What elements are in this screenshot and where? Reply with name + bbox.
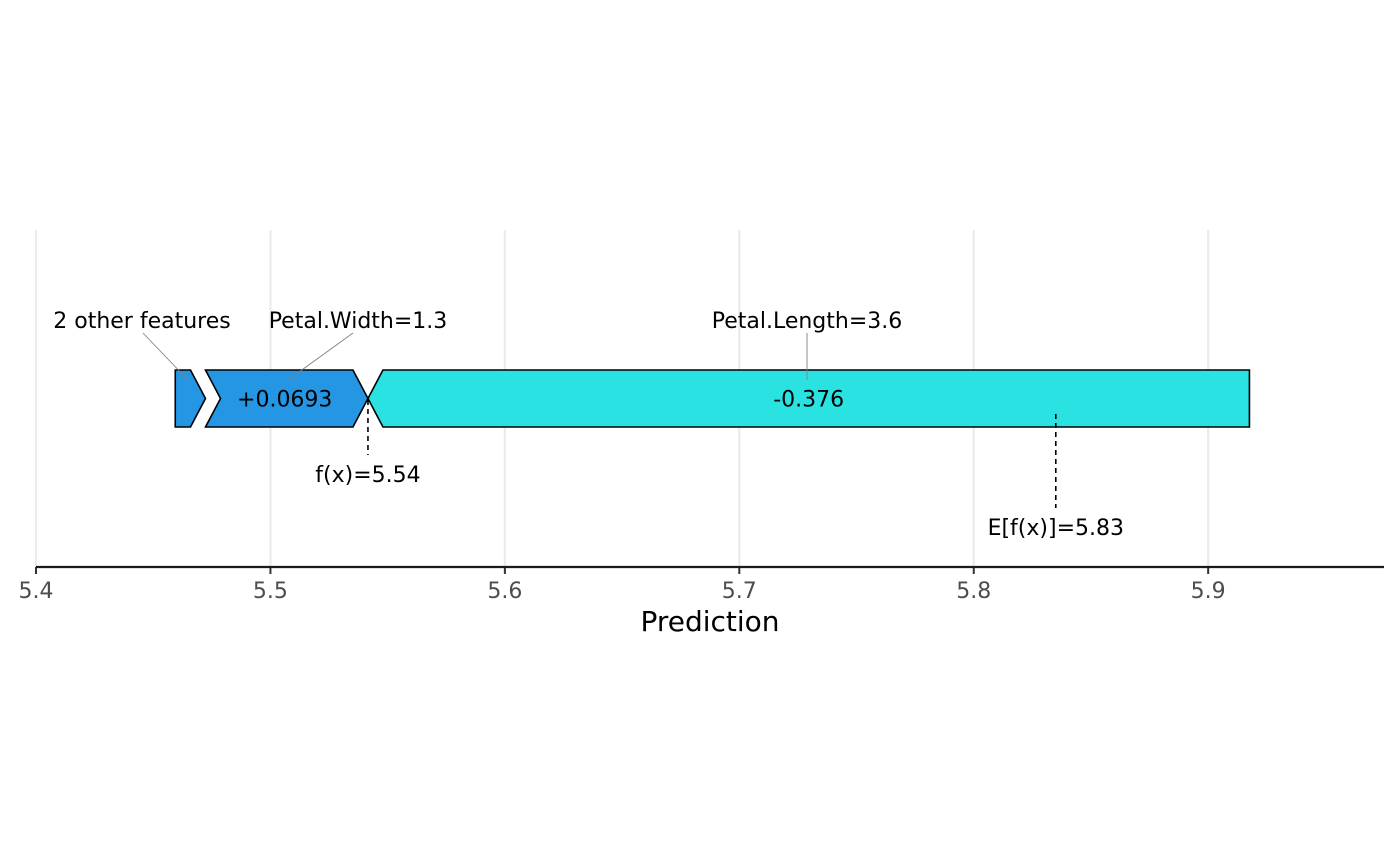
contribution-bar [367, 369, 1251, 428]
contribution-value-label: -0.376 [773, 388, 844, 413]
contribution-bar [174, 369, 207, 428]
prediction-marker-label: f(x)=5.54 [315, 463, 420, 488]
contribution-bar [204, 369, 369, 428]
feature-leader-line [287, 332, 354, 381]
x-axis-title: Prediction [640, 605, 779, 638]
x-tick-label: 5.5 [253, 579, 288, 604]
x-tick-label: 5.6 [487, 579, 522, 604]
x-tick-label: 5.9 [1191, 579, 1226, 604]
feature-label: Petal.Length=3.6 [712, 309, 903, 334]
prediction-marker-label: E[f(x)]=5.83 [988, 516, 1124, 541]
feature-label: Petal.Width=1.3 [269, 309, 448, 334]
x-tick-label: 5.7 [722, 579, 757, 604]
x-tick-label: 5.8 [956, 579, 991, 604]
feature-labels: 2 other features Petal.Width=1.3 Petal.Len… [53, 309, 903, 381]
prediction-markers: f(x)=5.54 E[f(x)]=5.83 [315, 400, 1124, 541]
feature-label: 2 other features [53, 309, 230, 334]
x-axis: 5.4 5.5 5.6 5.7 5.8 5.9 [19, 565, 1384, 604]
contribution-bars: +0.0693 -0.376 [174, 369, 1251, 428]
x-tick-label: 5.4 [19, 579, 54, 604]
feature-leader-line [142, 332, 189, 381]
contribution-value-label: +0.0693 [237, 388, 332, 413]
